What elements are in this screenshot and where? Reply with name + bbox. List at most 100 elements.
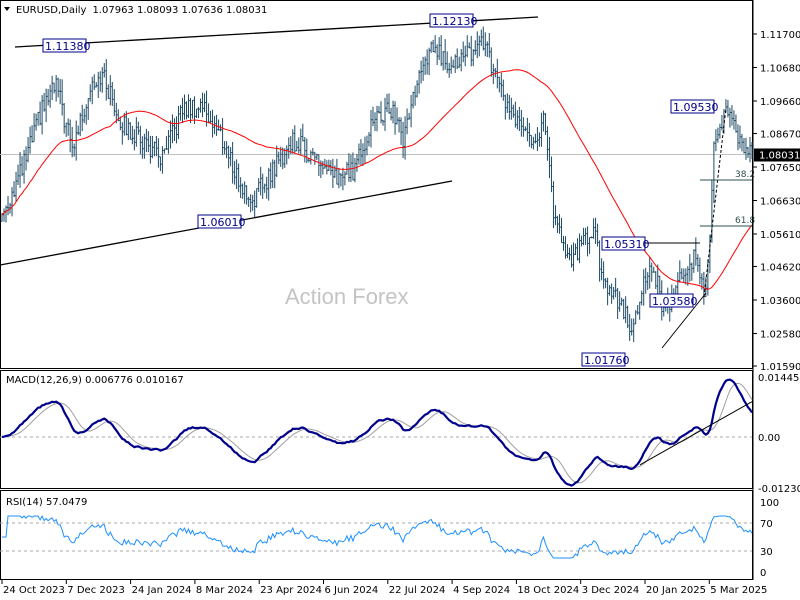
price-bar bbox=[558, 214, 561, 234]
current-price-box bbox=[754, 148, 800, 162]
price-bar bbox=[480, 29, 483, 46]
price-bar bbox=[402, 121, 405, 158]
price-tick-label: 1.01590 bbox=[760, 362, 800, 373]
price-bar bbox=[396, 107, 399, 125]
price-bar bbox=[87, 98, 90, 120]
price-tick-label: 1.10680 bbox=[760, 63, 800, 74]
price-bar bbox=[305, 138, 308, 164]
price-bar bbox=[546, 126, 549, 161]
price-bar bbox=[682, 268, 685, 283]
price-bar bbox=[73, 143, 76, 157]
price-bar bbox=[484, 32, 487, 57]
rsi-line bbox=[2, 515, 753, 559]
price-bar bbox=[478, 35, 481, 57]
price-bar bbox=[386, 93, 389, 113]
fib-level-label: 38.2 bbox=[735, 170, 755, 180]
price-bar bbox=[588, 237, 591, 254]
price-bar bbox=[548, 136, 551, 179]
price-bar bbox=[309, 150, 312, 165]
price-bar bbox=[574, 243, 577, 256]
price-bar bbox=[47, 89, 50, 106]
price-bar bbox=[508, 95, 511, 120]
price-bar bbox=[69, 119, 72, 153]
date-tick-label: 22 Jul 2024 bbox=[389, 585, 446, 596]
price-bar bbox=[632, 318, 635, 343]
macd-label: MACD(12,26,9) 0.006776 0.010167 bbox=[6, 375, 184, 386]
price-bar bbox=[384, 97, 387, 131]
macd-tick-label: 0.00 bbox=[758, 433, 780, 444]
price-bar bbox=[299, 128, 302, 155]
price-bar bbox=[530, 134, 533, 149]
price-bar bbox=[223, 141, 226, 155]
price-bar bbox=[586, 226, 589, 257]
price-tick-label: 1.08670 bbox=[760, 130, 800, 141]
price-label: 1.06010 bbox=[200, 216, 246, 229]
price-bar bbox=[325, 160, 328, 175]
price-bar bbox=[367, 132, 370, 147]
date-tick-label: 5 Mar 2025 bbox=[710, 585, 767, 596]
macd-tick-label: -0.012303 bbox=[758, 484, 800, 495]
price-bar bbox=[742, 138, 745, 154]
price-bar bbox=[628, 313, 631, 341]
price-bar bbox=[297, 137, 300, 154]
price-bar bbox=[55, 74, 58, 102]
price-tick-label: 1.09660 bbox=[760, 97, 800, 108]
price-bar bbox=[327, 159, 330, 172]
price-bar bbox=[317, 154, 320, 177]
price-bar bbox=[592, 218, 595, 239]
price-bar bbox=[233, 160, 236, 185]
date-tick-label: 4 Sep 2024 bbox=[453, 585, 510, 596]
price-bar bbox=[95, 82, 98, 88]
price-bar bbox=[5, 205, 8, 223]
price-bar bbox=[432, 39, 435, 53]
price-bar bbox=[313, 151, 316, 165]
price-bar bbox=[57, 77, 60, 98]
price-bar bbox=[568, 247, 571, 261]
price-bar bbox=[438, 37, 441, 61]
price-bar bbox=[444, 39, 447, 70]
price-bar bbox=[690, 262, 693, 281]
price-bar bbox=[311, 147, 314, 156]
price-bar bbox=[169, 120, 172, 149]
symbol-header: EURUSD,Daily 1.07963 1.08093 1.07636 1.08… bbox=[16, 5, 267, 16]
price-bar bbox=[171, 114, 174, 144]
price-bar bbox=[604, 277, 607, 289]
price-bar bbox=[552, 181, 555, 229]
price-bar bbox=[59, 78, 62, 105]
price-bar bbox=[656, 264, 659, 296]
price-bar bbox=[199, 98, 202, 113]
price-bar bbox=[638, 301, 641, 320]
price-bar bbox=[103, 63, 106, 78]
price-bar bbox=[608, 284, 611, 296]
price-bar bbox=[107, 84, 110, 99]
price-bar bbox=[654, 271, 657, 290]
price-bar bbox=[11, 187, 14, 217]
price-bar bbox=[420, 60, 423, 84]
price-bar bbox=[321, 160, 324, 175]
price-bar bbox=[440, 35, 443, 67]
price-bar bbox=[253, 190, 256, 218]
price-bar bbox=[502, 79, 505, 101]
price-bar bbox=[520, 109, 523, 137]
date-tick-label: 23 Apr 2024 bbox=[260, 585, 322, 596]
price-bar bbox=[157, 138, 160, 168]
price-bar bbox=[686, 266, 689, 286]
price-bar bbox=[363, 136, 366, 164]
price-bar bbox=[173, 118, 176, 142]
dropdown-triangle-icon[interactable] bbox=[4, 7, 10, 11]
price-bar bbox=[81, 104, 84, 132]
price-bar bbox=[291, 129, 294, 154]
price-bar bbox=[642, 269, 645, 306]
price-bar bbox=[161, 146, 164, 174]
price-bar bbox=[532, 136, 535, 150]
price-bar bbox=[315, 153, 318, 161]
price-bar bbox=[49, 84, 52, 108]
price-bar bbox=[167, 129, 170, 154]
price-bar bbox=[37, 111, 40, 126]
price-bar bbox=[263, 183, 266, 193]
price-bar bbox=[109, 75, 112, 106]
price-bar bbox=[351, 152, 354, 181]
price-bar bbox=[281, 147, 284, 170]
price-bar bbox=[734, 114, 737, 133]
